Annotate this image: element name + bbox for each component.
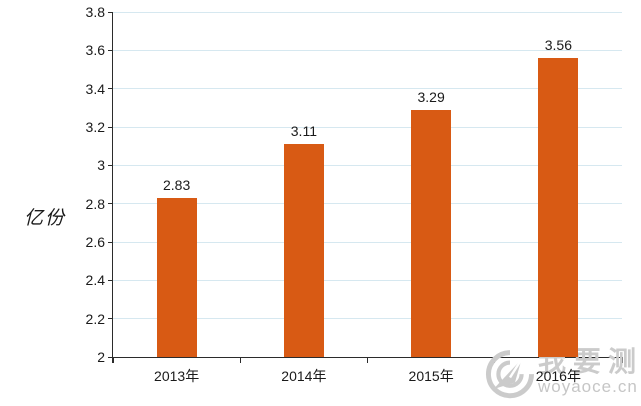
gridline <box>113 164 622 166</box>
gridline <box>113 88 622 90</box>
y-tick-label: 2.8 <box>85 195 105 212</box>
watermark: 我要测 woyaoce.cn <box>485 346 641 404</box>
y-axis-tick <box>108 11 113 13</box>
y-tick-label: 2 <box>97 349 105 365</box>
bar <box>538 58 579 357</box>
x-category-label: 2014年 <box>281 368 327 384</box>
x-axis-tick <box>239 357 241 363</box>
y-tick-label: 2.2 <box>85 310 105 327</box>
x-axis-tick <box>621 357 623 363</box>
y-axis-tick <box>108 318 113 320</box>
y-tick-label: 3.6 <box>85 42 105 59</box>
y-axis-tick <box>108 49 113 51</box>
gridline <box>113 241 622 243</box>
x-axis-tick <box>112 357 114 363</box>
x-category-label: 2013年 <box>154 368 200 384</box>
y-axis-tick <box>108 279 113 281</box>
bar-value-label: 3.29 <box>417 88 445 105</box>
x-category-label: 2015年 <box>408 368 454 384</box>
bar <box>156 197 197 357</box>
watermark-url-text: woyaoce.cn <box>538 377 638 396</box>
y-tick-label: 3 <box>97 157 105 174</box>
watermark-texts: 我要测 woyaoce.cn <box>538 346 641 395</box>
watermark-dart-target-icon <box>485 350 535 399</box>
x-axis-tick <box>367 357 368 363</box>
gridline <box>113 126 622 128</box>
y-axis-title: 亿份 <box>24 208 67 229</box>
bar-value-label: 3.11 <box>290 123 317 140</box>
gridline <box>113 11 622 13</box>
bar <box>411 109 452 357</box>
y-tick-label: 3.8 <box>85 4 105 20</box>
y-tick-label: 2.6 <box>85 234 105 250</box>
y-tick-label: 3.4 <box>85 80 105 97</box>
y-tick-label: 2.4 <box>85 272 105 289</box>
y-axis-tick <box>108 126 113 128</box>
x-category-label: 2016年 <box>535 368 581 384</box>
y-axis-line <box>112 12 113 363</box>
y-axis-tick <box>108 88 113 90</box>
gridline <box>113 318 622 320</box>
y-axis-tick <box>108 241 113 243</box>
y-axis-tick <box>108 164 113 166</box>
gridline <box>113 203 622 205</box>
gridline <box>113 279 622 281</box>
bar <box>283 144 324 357</box>
bar-value-label: 3.56 <box>544 37 572 53</box>
bar-value-label: 2.83 <box>163 176 191 193</box>
gridline <box>113 49 622 51</box>
y-tick-label: 3.2 <box>85 119 105 135</box>
y-axis-tick <box>108 356 113 358</box>
y-axis-tick <box>108 203 113 205</box>
